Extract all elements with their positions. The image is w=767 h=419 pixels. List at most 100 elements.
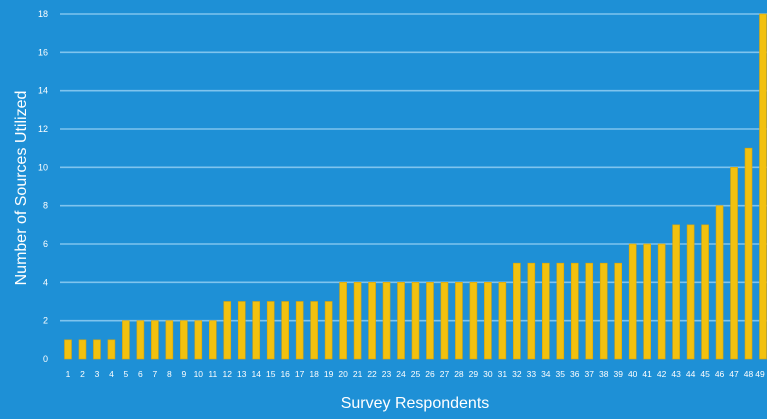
x-tick-label: 39: [613, 369, 623, 379]
x-tick-label: 48: [744, 369, 754, 379]
bar: [542, 262, 550, 360]
y-tick-label: 0: [43, 354, 48, 364]
bar: [151, 320, 159, 360]
x-tick-label: 23: [382, 369, 392, 379]
bars: [64, 13, 767, 360]
x-axis-title: Survey Respondents: [341, 395, 490, 412]
bar: [426, 282, 434, 360]
x-tick-label: 7: [153, 369, 158, 379]
x-tick-label: 45: [700, 369, 710, 379]
x-tick-label: 21: [353, 369, 363, 379]
bar: [643, 243, 651, 360]
bar: [339, 282, 347, 360]
x-tick-label: 43: [671, 369, 681, 379]
x-tick-label: 6: [138, 369, 143, 379]
y-tick-label: 10: [38, 162, 48, 172]
x-tick-label: 3: [95, 369, 100, 379]
bar: [208, 320, 217, 360]
bar: [397, 282, 405, 360]
y-tick-label: 16: [38, 47, 48, 57]
bar: [382, 282, 391, 360]
bar: [701, 224, 709, 360]
bar: [686, 224, 695, 360]
x-tick-label: 37: [585, 369, 595, 379]
x-tick-label: 49: [755, 369, 765, 379]
y-tick-label: 4: [43, 277, 48, 287]
bar: [484, 282, 492, 360]
x-tick-label: 42: [657, 369, 667, 379]
bar: [440, 282, 449, 360]
x-tick-label: 10: [194, 369, 204, 379]
gridlines: [60, 13, 767, 322]
x-tick-label: 2: [80, 369, 85, 379]
bar: [628, 243, 637, 360]
bar: [730, 167, 738, 360]
x-tick-label: 46: [715, 369, 725, 379]
bar: [527, 262, 536, 360]
x-tick-label: 30: [483, 369, 493, 379]
x-tick-label: 18: [309, 369, 319, 379]
x-tick-label: 24: [396, 369, 406, 379]
bar: [78, 339, 87, 360]
x-tick-label: 29: [469, 369, 479, 379]
x-tick-label: 12: [223, 369, 233, 379]
bar: [672, 224, 680, 360]
x-tick-label: 4: [109, 369, 114, 379]
x-tick-label: 22: [367, 369, 377, 379]
bar: [64, 339, 72, 360]
bar: [599, 262, 608, 360]
y-tick-label: 6: [43, 239, 48, 249]
x-tick-label: 15: [266, 369, 276, 379]
bar: [411, 282, 420, 360]
bar: [266, 301, 275, 360]
bar: [310, 301, 318, 360]
x-tick-label: 8: [167, 369, 172, 379]
x-tick-label: 25: [411, 369, 421, 379]
x-tick-label: 1: [66, 369, 71, 379]
x-tick-label: 44: [686, 369, 696, 379]
bar: [281, 301, 289, 360]
bar: [744, 147, 753, 360]
y-tick-label: 8: [43, 201, 48, 211]
bar: [122, 320, 130, 360]
bar: [180, 320, 188, 360]
bar: [657, 243, 666, 360]
y-tick-label: 18: [38, 9, 48, 19]
x-tick-label: 38: [599, 369, 609, 379]
bar: [614, 262, 623, 360]
bar: [513, 262, 521, 360]
bar: [469, 282, 478, 360]
bar: [368, 282, 376, 360]
y-tick-label: 12: [38, 124, 48, 134]
x-tick-label: 14: [251, 369, 261, 379]
bar: [223, 301, 232, 360]
y-axis-title: Number of Sources Utilized: [13, 91, 30, 286]
bar: [194, 320, 203, 360]
x-tick-label: 5: [124, 369, 129, 379]
x-tick-label: 41: [642, 369, 652, 379]
x-tick-label: 20: [338, 369, 348, 379]
bar: [252, 301, 261, 360]
x-tick-label: 34: [541, 369, 551, 379]
x-tick-label: 32: [512, 369, 522, 379]
bar: [570, 262, 579, 360]
bar: [759, 13, 767, 360]
x-tick-label: 9: [181, 369, 186, 379]
x-tick-label: 26: [425, 369, 435, 379]
x-tick-label: 16: [280, 369, 290, 379]
x-tick-label: 13: [237, 369, 247, 379]
x-tick-label: 36: [570, 369, 580, 379]
x-tick-label: 35: [556, 369, 566, 379]
x-tick-label: 27: [440, 369, 450, 379]
y-tick-labels: 0 2 4 6 8 10 12 14 16 18: [38, 9, 48, 364]
bar: [107, 339, 116, 360]
bar: [353, 282, 362, 360]
bar: [237, 301, 246, 360]
bar: [93, 339, 101, 360]
x-tick-label: 28: [454, 369, 464, 379]
y-tick-label: 14: [38, 86, 48, 96]
bar: [585, 262, 594, 360]
bar: [715, 205, 724, 360]
